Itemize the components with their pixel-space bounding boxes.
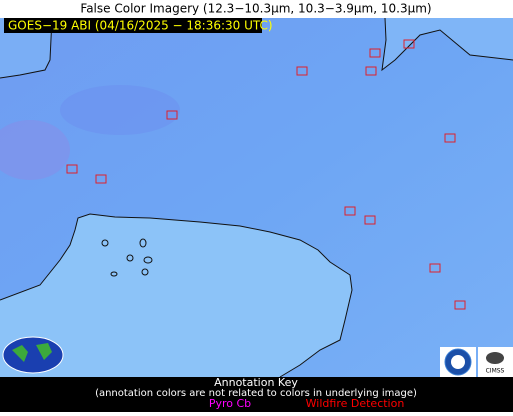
globe-logo [2, 336, 64, 374]
title-bar [0, 0, 513, 18]
title: False Color Imagery (12.3−10.3µm, 10.3−3… [80, 2, 431, 16]
key-item: Wildfire Detection [306, 397, 405, 410]
timestamp-box [4, 18, 262, 33]
cimss-logo: CIMSS [478, 347, 513, 377]
key-note: (annotation colors are not related to co… [95, 388, 417, 399]
cimss-text: CIMSS [486, 368, 505, 375]
timestamp: GOES−19 ABI (04/16/2025 − 18:36:30 UTC) [8, 19, 273, 33]
annotation-key [0, 377, 513, 412]
key-title: Annotation Key [214, 376, 298, 389]
noaa-logo [440, 347, 476, 377]
wildfire-boxes [66, 39, 466, 310]
key-item: Pyro Cb [209, 397, 251, 410]
satellite-image [0, 17, 513, 378]
